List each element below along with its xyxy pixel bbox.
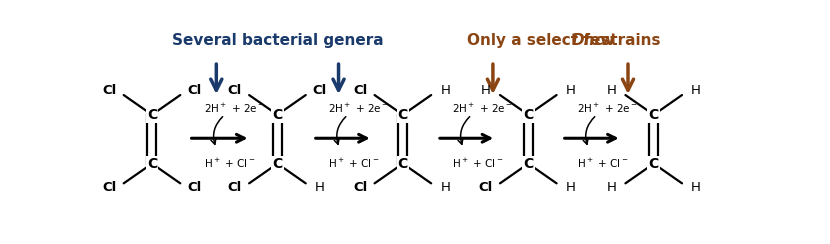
Text: 2H$^+$ + 2e$^-$: 2H$^+$ + 2e$^-$ (328, 102, 388, 115)
Text: H: H (441, 181, 450, 194)
Text: 2H$^+$ + 2e$^-$: 2H$^+$ + 2e$^-$ (577, 102, 637, 115)
Text: Several bacterial genera: Several bacterial genera (172, 33, 383, 48)
Text: C: C (147, 157, 157, 171)
Text: Cl: Cl (228, 181, 242, 194)
Text: H: H (566, 181, 576, 194)
Text: C: C (272, 157, 282, 171)
Text: C: C (398, 108, 408, 122)
Text: Cl: Cl (479, 181, 493, 194)
Text: 2H$^+$ + 2e$^-$: 2H$^+$ + 2e$^-$ (452, 102, 513, 115)
Text: C: C (523, 108, 534, 122)
Text: Cl: Cl (354, 181, 368, 194)
Text: H$^+$ + Cl$^-$: H$^+$ + Cl$^-$ (328, 157, 379, 170)
Text: Cl: Cl (188, 84, 202, 97)
Text: H: H (607, 84, 616, 97)
Text: H: H (607, 181, 616, 194)
Text: C: C (398, 157, 408, 171)
Text: H: H (315, 181, 325, 194)
Text: Cl: Cl (354, 84, 368, 97)
Text: Cl: Cl (102, 181, 117, 194)
Text: H$^+$ + Cl$^-$: H$^+$ + Cl$^-$ (577, 157, 627, 170)
Text: H: H (566, 84, 576, 97)
Text: C: C (147, 108, 157, 122)
Text: H: H (691, 181, 701, 194)
Text: H: H (691, 84, 701, 97)
Text: Cl: Cl (313, 84, 327, 97)
Text: strains: strains (596, 33, 661, 48)
Text: Cl: Cl (102, 84, 117, 97)
Text: H$^+$ + Cl$^-$: H$^+$ + Cl$^-$ (204, 157, 256, 170)
Text: Dhc: Dhc (571, 33, 604, 48)
Text: H$^+$ + Cl$^-$: H$^+$ + Cl$^-$ (452, 157, 503, 170)
Text: Cl: Cl (228, 84, 242, 97)
Text: C: C (648, 157, 659, 171)
Text: C: C (523, 157, 534, 171)
Text: Cl: Cl (188, 181, 202, 194)
Text: H: H (481, 84, 491, 97)
Text: H: H (441, 84, 450, 97)
Text: C: C (272, 108, 282, 122)
Text: 2H$^+$ + 2e$^-$: 2H$^+$ + 2e$^-$ (204, 102, 265, 115)
Text: Only a select few: Only a select few (467, 33, 620, 48)
Text: C: C (648, 108, 659, 122)
